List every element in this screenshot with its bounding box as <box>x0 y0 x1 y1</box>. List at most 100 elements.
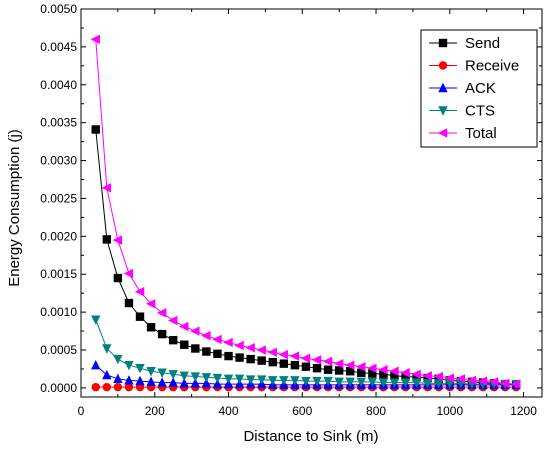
data-point-send <box>124 298 134 308</box>
data-point-receive <box>102 382 112 392</box>
data-point-send <box>290 360 300 370</box>
data-point-ack <box>146 376 156 387</box>
data-point-send <box>268 357 277 367</box>
x-tick-label: 400 <box>219 404 239 418</box>
data-point-total <box>101 183 112 193</box>
data-point-total <box>411 369 421 379</box>
legend-label-ack: ACK <box>465 80 496 97</box>
data-point-send <box>401 372 410 381</box>
data-point-cts <box>168 370 178 380</box>
data-point-cts <box>367 377 378 388</box>
data-point-total <box>378 365 388 375</box>
y-tick-label: 0.0025 <box>40 191 77 205</box>
data-point-ack <box>168 377 178 387</box>
data-point-total <box>212 334 222 345</box>
data-point-send <box>213 349 222 359</box>
data-point-total <box>367 363 377 373</box>
data-point-cts <box>201 373 212 383</box>
legend-marker-send <box>438 38 448 48</box>
data-point-total <box>356 361 366 372</box>
data-point-cts <box>135 364 145 374</box>
plot-frame <box>80 8 543 398</box>
data-point-send <box>312 364 322 373</box>
data-point-total <box>156 308 167 318</box>
data-point-send <box>157 329 167 339</box>
x-tick-label: 1200 <box>510 404 537 418</box>
data-point-ack <box>212 378 223 389</box>
data-point-total <box>322 356 333 367</box>
data-point-send <box>323 365 333 374</box>
x-tick-label: 200 <box>145 404 165 418</box>
data-point-cts <box>257 375 267 385</box>
data-point-send <box>146 323 156 332</box>
data-point-total <box>300 353 311 364</box>
data-point-cts <box>378 378 389 388</box>
legend: Send Receive ACK CTS Total <box>420 29 538 148</box>
data-point-cts <box>223 374 234 385</box>
data-point-cts <box>234 374 245 385</box>
y-axis-title: Energy Consumption (j) <box>6 129 23 287</box>
y-tick-label: 0.0035 <box>40 116 77 130</box>
series-layer <box>90 34 521 392</box>
data-point-cts <box>157 368 167 378</box>
data-point-cts <box>400 378 411 388</box>
data-point-total <box>123 268 134 279</box>
data-point-total <box>245 343 255 353</box>
data-point-cts <box>179 371 189 381</box>
data-point-total <box>499 378 510 389</box>
data-point-send <box>379 370 388 379</box>
legend-marker-cts <box>438 106 448 116</box>
data-point-cts <box>113 354 123 365</box>
data-point-cts <box>312 376 322 387</box>
data-point-total <box>190 326 200 336</box>
y-tick-label: 0.0045 <box>40 40 77 54</box>
data-point-receive <box>124 382 134 392</box>
data-point-total <box>289 351 300 361</box>
legend-label-cts: CTS <box>465 103 495 120</box>
x-tick-label: 0 <box>78 404 85 418</box>
data-point-cts <box>91 315 101 325</box>
data-point-total <box>256 345 266 355</box>
data-point-cts <box>212 373 223 384</box>
data-point-cts <box>290 376 300 386</box>
data-point-total <box>112 235 123 245</box>
data-point-total <box>234 340 244 351</box>
data-point-cts <box>146 367 156 377</box>
data-point-cts <box>323 376 333 387</box>
x-tick-label: 800 <box>366 404 386 418</box>
data-point-send <box>102 235 112 244</box>
data-point-cts <box>102 344 112 354</box>
data-point-cts <box>268 376 278 386</box>
data-point-send <box>257 356 266 365</box>
data-point-ack <box>201 378 212 388</box>
y-tick-label: 0.0005 <box>40 343 77 357</box>
data-point-total <box>488 377 499 387</box>
data-point-cts <box>334 377 344 388</box>
data-point-total <box>223 337 233 348</box>
data-point-ack <box>135 375 145 386</box>
data-point-send <box>412 373 421 382</box>
data-point-send <box>169 335 178 345</box>
data-point-cts <box>345 377 355 388</box>
data-point-cts <box>389 378 400 388</box>
data-point-total <box>90 34 100 45</box>
data-point-cts <box>124 360 134 371</box>
data-point-ack <box>91 359 101 370</box>
data-point-total <box>510 379 521 389</box>
data-point-total <box>345 360 355 370</box>
data-point-send <box>346 367 355 376</box>
legend-label-send: Send <box>465 35 500 52</box>
data-point-ack <box>190 378 201 388</box>
data-point-total <box>278 349 289 360</box>
data-point-total <box>134 286 145 297</box>
y-tick-label: 0.0010 <box>40 305 77 319</box>
legend-marker-total <box>437 128 448 138</box>
legend-marker-ack <box>438 82 448 93</box>
data-point-ack <box>113 373 123 384</box>
data-point-total <box>477 376 488 386</box>
data-point-send <box>235 353 244 362</box>
data-point-ack <box>102 369 112 380</box>
data-point-total <box>444 373 454 383</box>
data-point-send <box>113 273 123 283</box>
